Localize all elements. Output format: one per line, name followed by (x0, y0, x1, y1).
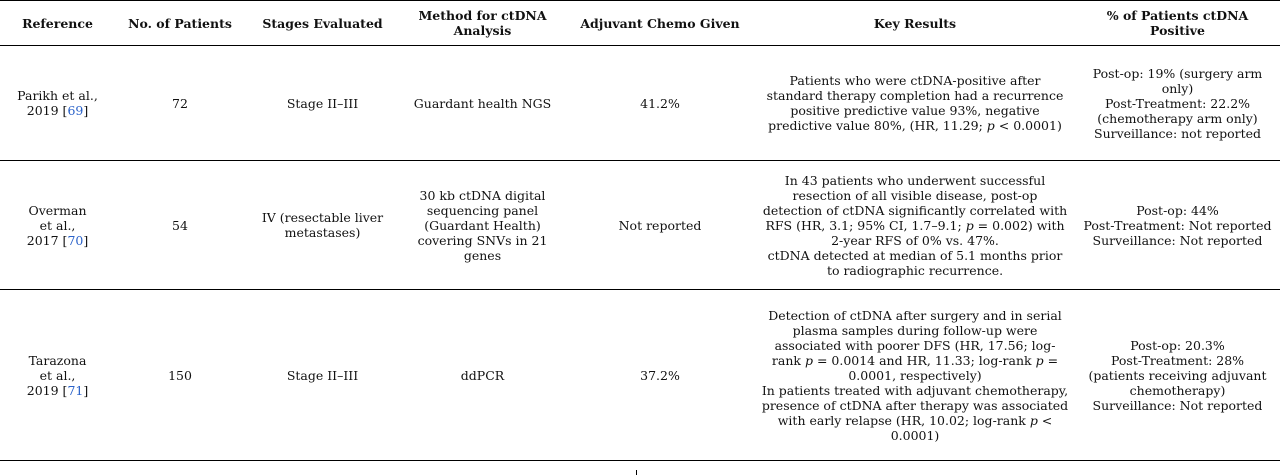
cell-chemo: Not reported (565, 160, 755, 290)
results-text: ctDNA detected at median of 5.1 months p… (767, 247, 1063, 278)
header-patients: No. of Patients (115, 0, 245, 46)
positive-post-treatment: Post-Treatment: 22.2% (chemotherapy arm … (1097, 95, 1258, 126)
positive-surveillance: Surveillance: Not reported (1092, 397, 1263, 413)
ref-year: 2019 [ (26, 382, 68, 398)
p-value-symbol: p (965, 217, 974, 233)
cell-reference: Overman et al., 2017 [70] (0, 160, 115, 290)
cell-method: ddPCR (400, 289, 565, 461)
cell-method: Guardant health NGS (400, 45, 565, 161)
positive-postop: Post-op: 44% (1136, 202, 1219, 218)
table-row: Tarazona et al., 2019 [71] 150 Stage II–… (0, 289, 1280, 461)
header-chemo: Adjuvant Chemo Given (565, 0, 755, 46)
cell-positive: Post-op: 20.3% Post-Treatment: 28% (pati… (1075, 289, 1280, 461)
results-text: = 0.0014 and HR, 11.33; log-rank (812, 352, 1036, 368)
header-reference: Reference (0, 0, 115, 46)
results-text: = 0.002) with 2-year RFS of 0% vs. 47%. (831, 217, 1065, 248)
p-value-symbol: p (804, 352, 813, 368)
results-text: In 43 patients who underwent successful … (762, 172, 1068, 233)
ref-name: Tarazona (28, 352, 87, 368)
results-text: = 0.0001, respectively) (848, 352, 1059, 383)
ref-year: 2017 [ (26, 232, 68, 248)
ref-close: ] (83, 382, 89, 398)
results-text: Detection of ctDNA after surgery and in … (768, 307, 1062, 368)
cell-results: Detection of ctDNA after surgery and in … (755, 289, 1075, 461)
citation-link[interactable]: 69 (67, 103, 84, 118)
positive-post-treatment: Post-Treatment: 28% (patients receiving … (1088, 352, 1267, 398)
table-header: Reference No. of Patients Stages Evaluat… (0, 0, 1280, 46)
ref-year: 2019 [ (26, 103, 68, 118)
p-value-symbol: p (1035, 352, 1044, 368)
cell-chemo: 37.2% (565, 289, 755, 461)
ref-name: Overman (28, 202, 87, 218)
results-text: < 0.0001) (994, 118, 1062, 133)
p-value-symbol: p (1029, 412, 1038, 428)
positive-postop: Post-op: 20.3% (1130, 337, 1225, 353)
table-row: Overman et al., 2017 [70] 54 IV (resecta… (0, 160, 1280, 290)
cell-stages: Stage II–III (245, 45, 400, 161)
positive-surveillance: Surveillance: Not reported (1092, 232, 1263, 248)
cell-patients: 150 (115, 289, 245, 461)
ref-close: ] (83, 232, 89, 248)
cell-stages: Stage II–III (245, 289, 400, 461)
header-row: Reference No. of Patients Stages Evaluat… (0, 0, 1280, 46)
cell-results: Patients who were ctDNA-positive after s… (755, 45, 1075, 161)
cell-method: 30 kb ctDNA digital sequencing panel (Gu… (400, 160, 565, 290)
header-method: Method for ctDNA Analysis (400, 0, 565, 46)
cell-positive: Post-op: 19% (surgery arm only) Post-Tre… (1075, 45, 1280, 161)
positive-surveillance: Surveillance: not reported (1094, 125, 1261, 141)
positive-post-treatment: Post-Treatment: Not reported (1083, 217, 1272, 233)
ref-name: et al., (39, 217, 76, 233)
cell-stages: IV (resectable liver metastases) (245, 160, 400, 290)
results-text: Patients who were ctDNA-positive after s… (766, 73, 1064, 133)
header-stages: Stages Evaluated (245, 0, 400, 46)
ctdna-studies-table: Reference No. of Patients Stages Evaluat… (0, 0, 1280, 461)
ref-name: et al., (39, 367, 76, 383)
results-text: In patients treated with adjuvant chemot… (761, 382, 1069, 428)
cell-positive: Post-op: 44% Post-Treatment: Not reporte… (1075, 160, 1280, 290)
cell-patients: 72 (115, 45, 245, 161)
cell-results: In 43 patients who underwent successful … (755, 160, 1075, 290)
ref-name: Parikh et al., (17, 88, 98, 103)
citation-link[interactable]: 71 (67, 382, 84, 398)
header-results: Key Results (755, 0, 1075, 46)
cell-chemo: 41.2% (565, 45, 755, 161)
page-edge-mark (636, 470, 637, 475)
table-body: Parikh et al., 2019 [69] 72 Stage II–III… (0, 45, 1280, 461)
citation-link[interactable]: 70 (67, 232, 84, 248)
cell-patients: 54 (115, 160, 245, 290)
table-row: Parikh et al., 2019 [69] 72 Stage II–III… (0, 45, 1280, 161)
cell-reference: Tarazona et al., 2019 [71] (0, 289, 115, 461)
cell-reference: Parikh et al., 2019 [69] (0, 45, 115, 161)
positive-postop: Post-op: 19% (surgery arm only) (1092, 65, 1263, 96)
ref-close: ] (83, 103, 89, 118)
results-text: < 0.0001) (890, 412, 1053, 443)
p-value-symbol: p (986, 118, 995, 133)
header-positive: % of Patients ctDNA Positive (1075, 0, 1280, 46)
